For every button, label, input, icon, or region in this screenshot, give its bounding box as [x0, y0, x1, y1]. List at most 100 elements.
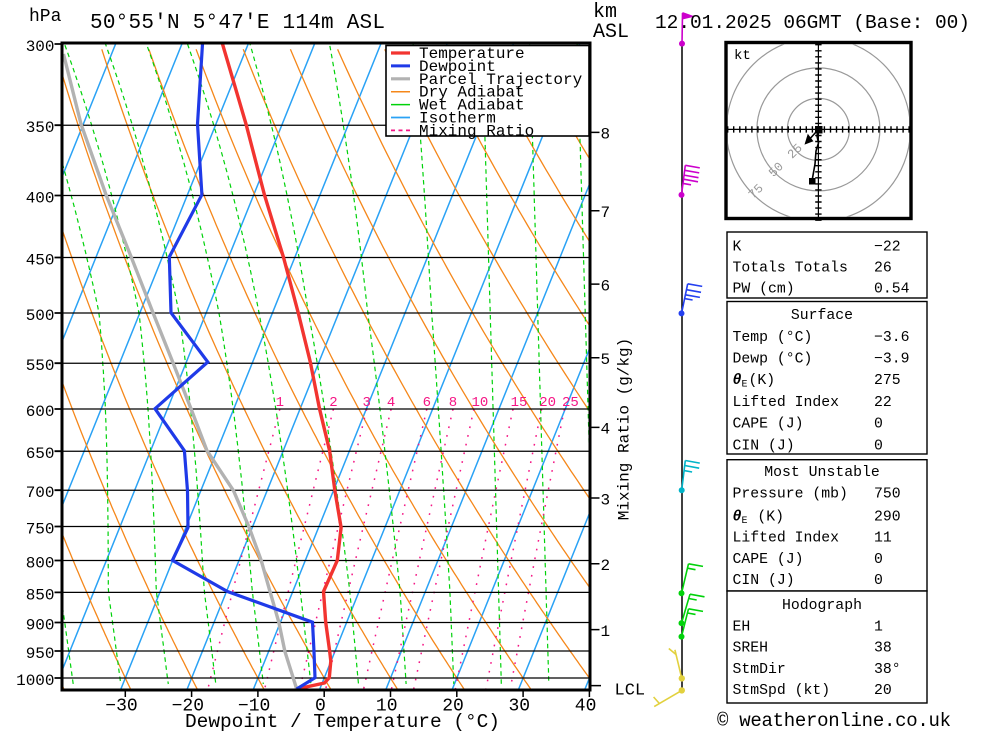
svg-text:950: 950	[26, 645, 55, 663]
svg-text:Dewpoint / Temperature (°C): Dewpoint / Temperature (°C)	[185, 711, 500, 733]
svg-text:2: 2	[601, 557, 611, 575]
svg-text:−22: −22	[874, 240, 901, 256]
svg-text:400: 400	[26, 190, 55, 208]
svg-text:10: 10	[376, 697, 398, 717]
svg-text:450: 450	[26, 252, 55, 270]
svg-text:0: 0	[874, 573, 883, 589]
svg-text:40: 40	[575, 697, 597, 717]
svg-text:Most Unstable: Most Unstable	[764, 465, 879, 481]
svg-text:© weatheronline.co.uk: © weatheronline.co.uk	[717, 710, 951, 732]
svg-text:−3.6: −3.6	[874, 330, 910, 346]
svg-text:StmDir: StmDir	[733, 662, 786, 678]
svg-text:Lifted Index: Lifted Index	[733, 531, 840, 547]
svg-text:6: 6	[601, 277, 611, 295]
svg-text:275: 275	[874, 373, 901, 389]
svg-text:LCL: LCL	[615, 682, 646, 701]
svg-text:PW (cm): PW (cm)	[733, 281, 795, 297]
svg-text:StmSpd (kt): StmSpd (kt)	[733, 683, 831, 699]
svg-text:8: 8	[449, 395, 457, 411]
svg-text:500: 500	[26, 307, 55, 325]
svg-text:20: 20	[874, 683, 892, 699]
svg-text:4: 4	[387, 395, 395, 411]
svg-text:−20: −20	[172, 697, 204, 717]
svg-text:Isotherm: Isotherm	[419, 110, 496, 128]
svg-text:Totals Totals: Totals Totals	[733, 261, 848, 277]
svg-text:Dry Adiabat: Dry Adiabat	[419, 84, 525, 102]
svg-text:Dewp (°C): Dewp (°C)	[733, 352, 813, 368]
svg-text:3: 3	[362, 395, 370, 411]
svg-text:1: 1	[276, 395, 284, 411]
svg-text:4: 4	[601, 421, 611, 439]
svg-text:Temperature: Temperature	[419, 45, 525, 63]
svg-text:290: 290	[874, 509, 901, 525]
svg-text:0.54: 0.54	[874, 281, 910, 297]
svg-text:−3.9: −3.9	[874, 352, 910, 368]
svg-text:750: 750	[26, 521, 55, 539]
svg-text:Lifted Index: Lifted Index	[733, 395, 840, 411]
svg-text:38: 38	[874, 641, 892, 657]
svg-text:ASL: ASL	[593, 21, 629, 44]
svg-text:5: 5	[601, 351, 611, 369]
svg-text:750: 750	[874, 486, 901, 502]
svg-text:hPa: hPa	[29, 7, 62, 27]
svg-text:1000: 1000	[16, 672, 54, 690]
svg-text:20: 20	[442, 697, 464, 717]
svg-text:K: K	[733, 240, 742, 256]
svg-text:0: 0	[874, 417, 883, 433]
svg-text:Surface: Surface	[791, 308, 853, 324]
svg-text:θ: θ	[733, 509, 742, 525]
svg-text:(K): (K)	[757, 509, 784, 525]
svg-text:550: 550	[26, 357, 55, 375]
svg-text:Temp (°C): Temp (°C)	[733, 330, 813, 346]
svg-text:1: 1	[601, 623, 611, 641]
svg-text:Mixing Ratio (g/kg): Mixing Ratio (g/kg)	[616, 338, 634, 520]
svg-text:12.01.2025 06GMT (Base: 00): 12.01.2025 06GMT (Base: 00)	[655, 12, 970, 34]
svg-text:Hodograph: Hodograph	[782, 598, 862, 614]
svg-text:850: 850	[26, 586, 55, 604]
svg-text:38°: 38°	[874, 662, 901, 678]
svg-text:50°55'N 5°47'E 114m ASL: 50°55'N 5°47'E 114m ASL	[90, 12, 385, 35]
svg-text:800: 800	[26, 555, 55, 573]
svg-text:2: 2	[329, 395, 337, 411]
svg-text:EH: EH	[733, 619, 751, 635]
svg-text:650: 650	[26, 445, 55, 463]
svg-text:Parcel Trajectory: Parcel Trajectory	[419, 71, 583, 89]
svg-text:10: 10	[471, 395, 488, 411]
svg-text:1: 1	[874, 619, 883, 635]
svg-text:E: E	[742, 516, 748, 527]
svg-text:kt: kt	[734, 48, 751, 64]
svg-text:SREH: SREH	[733, 641, 769, 657]
svg-text:Wet Adiabat: Wet Adiabat	[419, 97, 525, 115]
svg-text:CAPE (J): CAPE (J)	[733, 552, 804, 568]
svg-text:3: 3	[601, 491, 611, 509]
svg-text:26: 26	[874, 261, 892, 277]
svg-text:8: 8	[601, 126, 611, 144]
svg-text:7: 7	[601, 204, 611, 222]
svg-text:0: 0	[315, 697, 326, 717]
svg-text:E: E	[742, 380, 748, 391]
svg-text:30: 30	[508, 697, 530, 717]
svg-text:22: 22	[874, 395, 892, 411]
svg-text:350: 350	[26, 119, 55, 137]
svg-text:15: 15	[511, 395, 528, 411]
svg-text:11: 11	[874, 531, 892, 547]
svg-text:600: 600	[26, 403, 55, 421]
svg-text:CAPE (J): CAPE (J)	[733, 417, 804, 433]
svg-text:Dewpoint: Dewpoint	[419, 58, 496, 76]
svg-text:Pressure (mb): Pressure (mb)	[733, 486, 848, 502]
svg-text:6: 6	[423, 395, 431, 411]
svg-text:CIN (J): CIN (J)	[733, 573, 795, 589]
svg-text:0: 0	[874, 552, 883, 568]
svg-text:−30: −30	[105, 697, 137, 717]
svg-text:Mixing Ratio: Mixing Ratio	[419, 122, 534, 140]
svg-text:θ: θ	[733, 373, 742, 389]
svg-text:CIN (J): CIN (J)	[733, 438, 795, 454]
svg-text:300: 300	[26, 38, 55, 56]
svg-text:(K): (K)	[749, 373, 776, 389]
svg-text:0: 0	[874, 438, 883, 454]
svg-text:700: 700	[26, 484, 55, 502]
svg-text:900: 900	[26, 617, 55, 635]
svg-text:km: km	[593, 1, 617, 24]
svg-text:−10: −10	[238, 697, 270, 717]
svg-text:20: 20	[539, 395, 556, 411]
